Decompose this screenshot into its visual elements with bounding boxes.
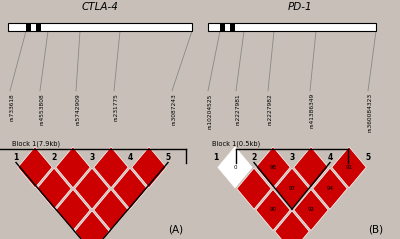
Bar — [36, 23, 41, 31]
Text: Block 1(0.5kb): Block 1(0.5kb) — [212, 140, 260, 147]
Polygon shape — [56, 190, 90, 230]
Polygon shape — [275, 168, 309, 209]
Bar — [220, 23, 225, 31]
Text: rs4553808: rs4553808 — [40, 93, 44, 125]
Polygon shape — [275, 211, 309, 239]
Text: 97: 97 — [288, 186, 296, 191]
Text: rs5742909: rs5742909 — [76, 93, 80, 125]
Text: 0: 0 — [233, 165, 237, 170]
Text: 1: 1 — [213, 153, 219, 162]
Text: 3: 3 — [289, 153, 295, 162]
Text: rs10204525: rs10204525 — [208, 93, 212, 129]
Polygon shape — [294, 147, 328, 188]
Text: 4: 4 — [327, 153, 333, 162]
Polygon shape — [113, 168, 147, 209]
Polygon shape — [75, 211, 109, 239]
Text: rs2227982: rs2227982 — [268, 93, 272, 125]
Bar — [230, 23, 235, 31]
Text: 98: 98 — [270, 165, 276, 170]
Text: 94: 94 — [326, 186, 334, 191]
Text: 5: 5 — [366, 153, 370, 162]
Polygon shape — [94, 147, 128, 188]
Text: 92: 92 — [308, 207, 314, 212]
Text: 2: 2 — [51, 153, 57, 162]
Text: 5: 5 — [166, 153, 170, 162]
Text: rs2227981: rs2227981 — [236, 93, 240, 125]
Polygon shape — [218, 147, 252, 188]
Polygon shape — [313, 168, 347, 209]
Polygon shape — [256, 190, 290, 230]
Text: rs360084323: rs360084323 — [368, 93, 372, 132]
Polygon shape — [332, 147, 366, 188]
Polygon shape — [18, 147, 52, 188]
Text: 90: 90 — [270, 207, 276, 212]
Text: (B): (B) — [368, 224, 384, 234]
Text: 4: 4 — [127, 153, 133, 162]
Polygon shape — [294, 190, 328, 230]
Bar — [8, 23, 192, 31]
Text: 2: 2 — [251, 153, 257, 162]
Text: rs231775: rs231775 — [114, 93, 118, 121]
Text: Block 1(7.9kb): Block 1(7.9kb) — [12, 140, 60, 147]
Text: rs733618: rs733618 — [10, 93, 14, 121]
Text: 1: 1 — [13, 153, 19, 162]
Polygon shape — [132, 147, 166, 188]
Text: (A): (A) — [168, 224, 184, 234]
Text: rs3087243: rs3087243 — [172, 93, 176, 125]
Bar — [26, 23, 31, 31]
Polygon shape — [237, 168, 271, 209]
Polygon shape — [56, 147, 90, 188]
Text: CTLA-4: CTLA-4 — [82, 2, 118, 12]
Text: 91: 91 — [346, 165, 352, 170]
Polygon shape — [37, 168, 71, 209]
Polygon shape — [256, 147, 290, 188]
Text: rs41386349: rs41386349 — [310, 93, 314, 128]
Polygon shape — [94, 190, 128, 230]
Bar — [208, 23, 376, 31]
Polygon shape — [75, 168, 109, 209]
Text: PD-1: PD-1 — [288, 2, 312, 12]
Text: 3: 3 — [89, 153, 95, 162]
